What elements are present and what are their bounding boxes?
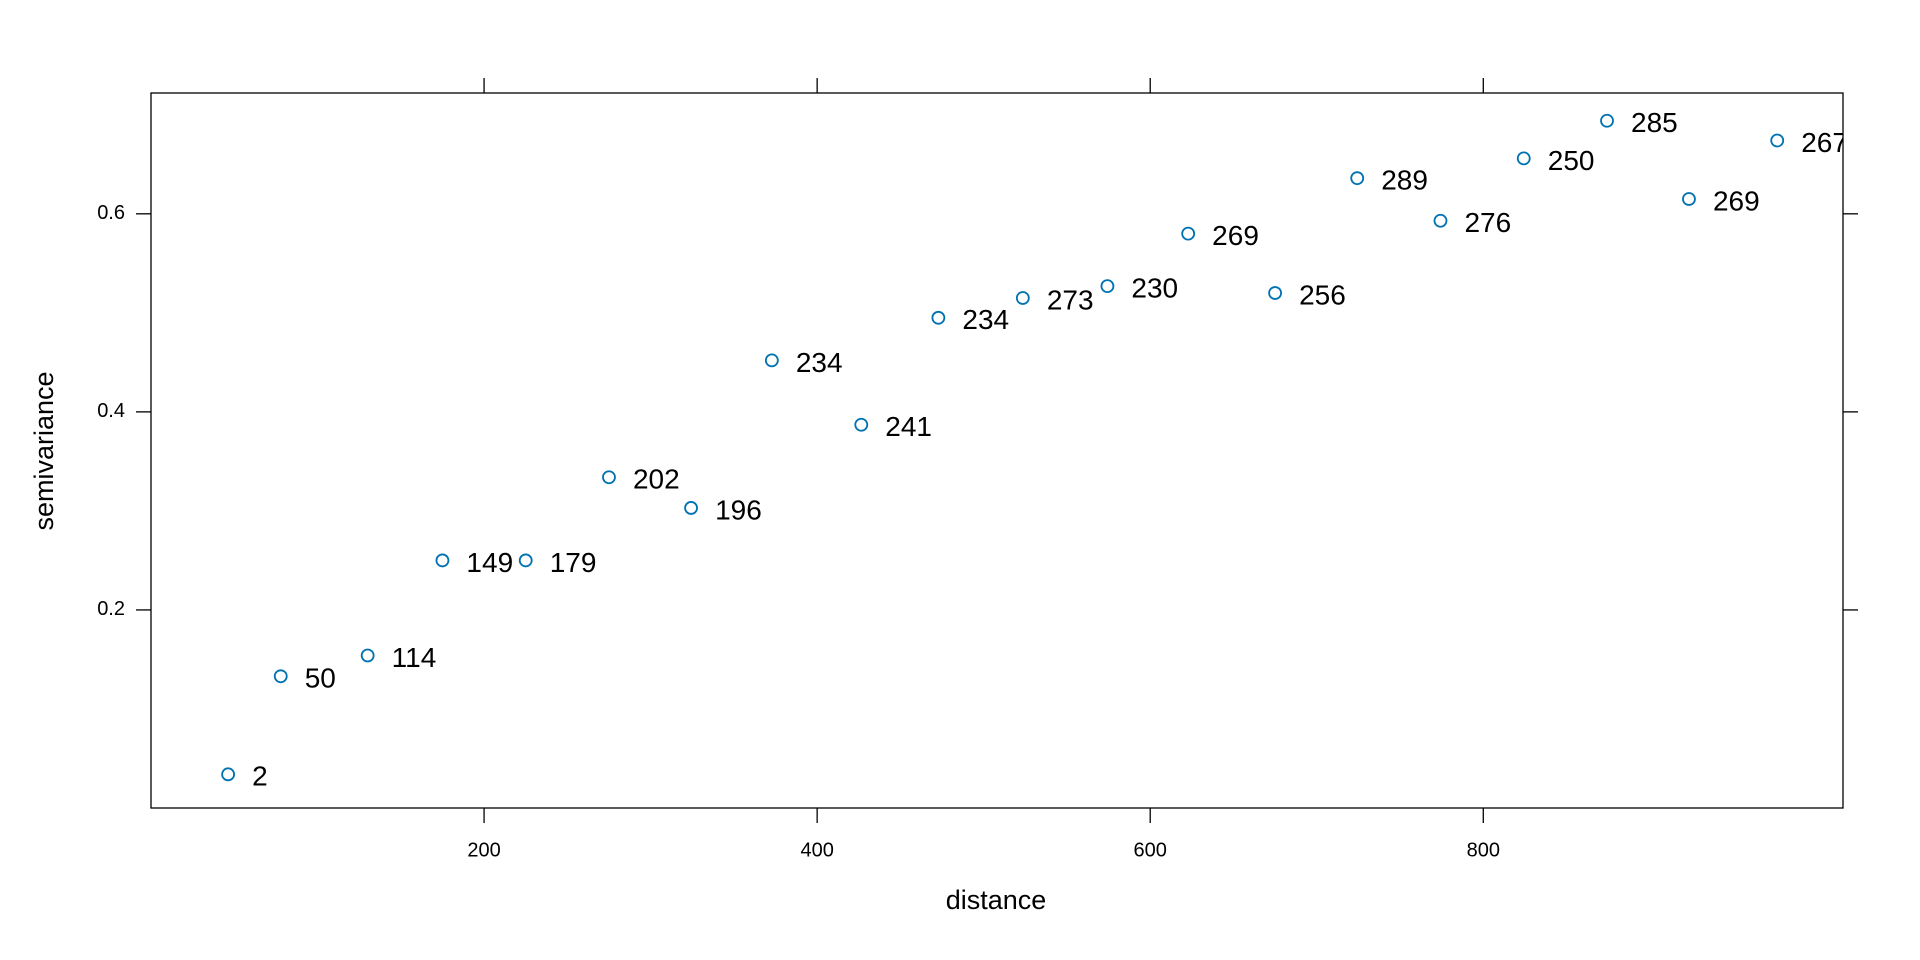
point-label: 269 (1713, 185, 1760, 216)
point (1015, 291, 1030, 305)
point (435, 553, 450, 568)
point (931, 310, 946, 325)
point (360, 648, 375, 663)
point (1350, 171, 1365, 186)
point (602, 470, 616, 485)
point (518, 553, 533, 568)
point-label: 149 (466, 547, 513, 578)
x-tick-label: 800 (1467, 839, 1500, 861)
point-label: 234 (962, 304, 1009, 335)
point-label: 234 (796, 347, 843, 378)
point-label: 285 (1631, 107, 1678, 138)
point (684, 501, 698, 515)
plot-frame (150, 92, 1844, 809)
point (221, 767, 236, 782)
point (764, 353, 779, 368)
y-tick-label: 0.4 (97, 400, 125, 422)
point (1433, 213, 1448, 228)
point (854, 417, 869, 432)
point-label: 269 (1212, 220, 1259, 251)
point-label: 289 (1381, 165, 1428, 196)
y-tick-label: 0.2 (97, 598, 125, 620)
point-label: 273 (1047, 284, 1094, 315)
point-label: 241 (885, 411, 932, 442)
point-label: 196 (715, 494, 762, 525)
point-label: 50 (305, 663, 336, 694)
point-label: 230 (1131, 273, 1178, 304)
point (1516, 151, 1531, 166)
point-label: 2 (252, 761, 268, 792)
point (1268, 286, 1283, 300)
point (1682, 192, 1696, 206)
point-label: 179 (550, 547, 597, 578)
point-label: 276 (1464, 207, 1511, 238)
point-label: 250 (1548, 145, 1595, 176)
x-tick-label: 200 (467, 839, 500, 861)
x-tick-label: 400 (800, 839, 833, 861)
x-tick-label: 600 (1134, 839, 1167, 861)
point-label: 256 (1299, 279, 1346, 310)
point (273, 669, 288, 684)
point (1100, 279, 1115, 294)
point-label: 114 (392, 642, 437, 673)
point (1600, 113, 1614, 128)
y-tick-label: 0.6 (97, 202, 125, 224)
x-axis-title: distance (946, 885, 1047, 915)
point (1770, 133, 1785, 148)
point-label: 202 (633, 464, 680, 495)
point (1181, 226, 1196, 241)
point-label: 267 (1801, 127, 1848, 158)
y-axis-title: semivariance (29, 371, 59, 530)
